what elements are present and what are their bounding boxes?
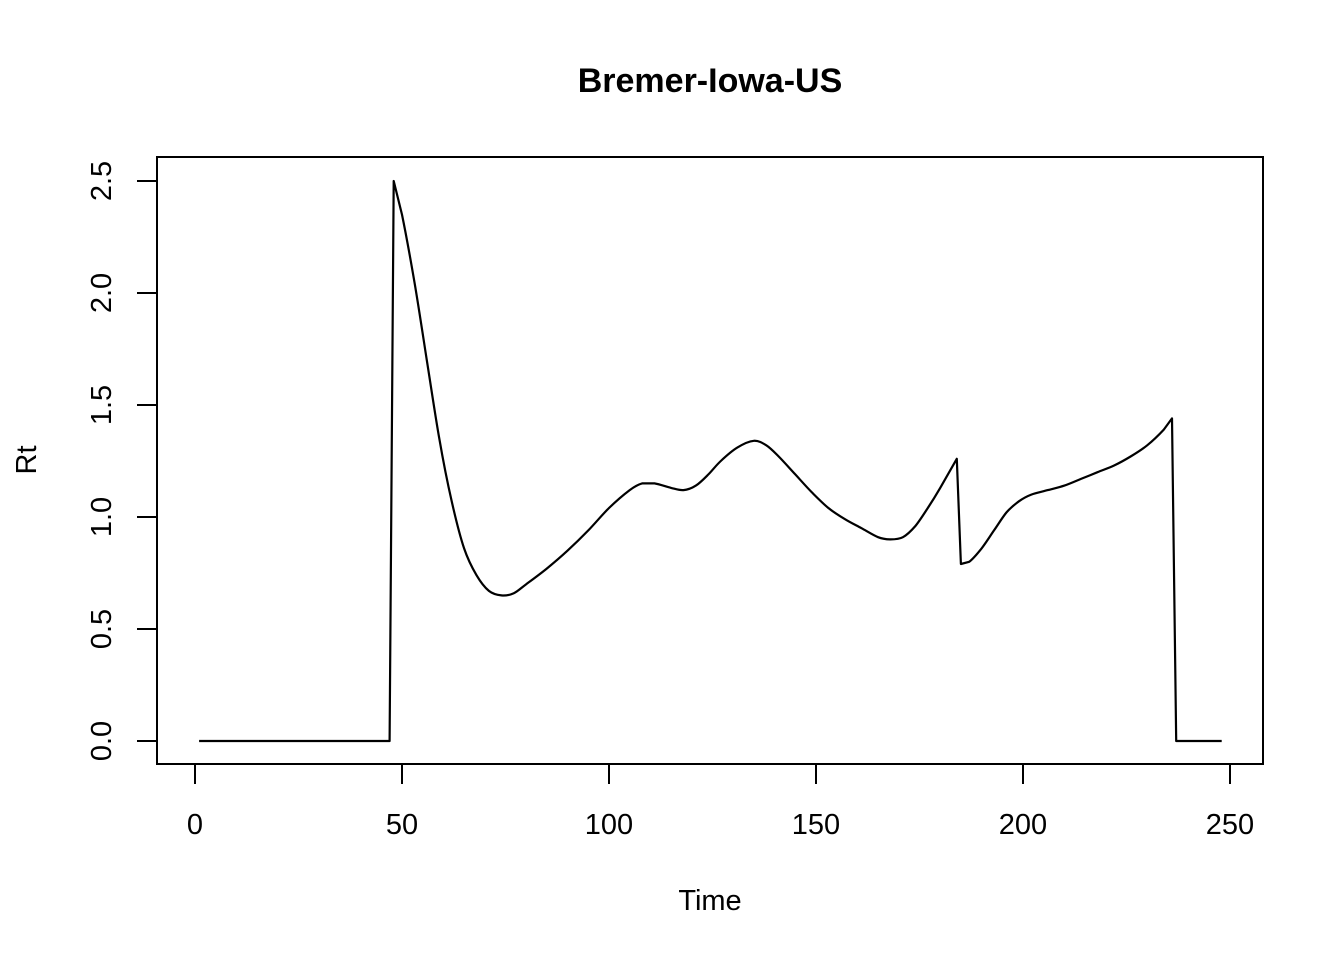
y-tick-label: 2.0	[86, 273, 118, 313]
chart-title: Bremer-Iowa-US	[578, 62, 843, 100]
x-tick-label: 50	[386, 809, 418, 841]
y-tick-label: 0.0	[86, 721, 118, 761]
y-tick-label: 2.5	[86, 161, 118, 201]
y-axis: 0.0 0.5 1.0 1.5 2.0 2.5	[86, 161, 158, 761]
x-tick-label: 150	[792, 809, 840, 841]
plot-frame	[156, 156, 1264, 765]
series-line	[199, 179, 1222, 743]
y-axis-label: Rt	[11, 446, 43, 475]
y-tick-label: 1.0	[86, 497, 118, 537]
x-tick-label: 200	[999, 809, 1047, 841]
y-tick-label: 0.5	[86, 609, 118, 649]
y-tick-label: 1.5	[86, 385, 118, 425]
x-tick-label: 100	[585, 809, 633, 841]
x-tick-label: 250	[1206, 809, 1254, 841]
x-tick-label: 0	[187, 809, 203, 841]
x-axis: 0 50 100 150 200 250	[187, 763, 1254, 841]
x-axis-label: Time	[678, 885, 741, 917]
